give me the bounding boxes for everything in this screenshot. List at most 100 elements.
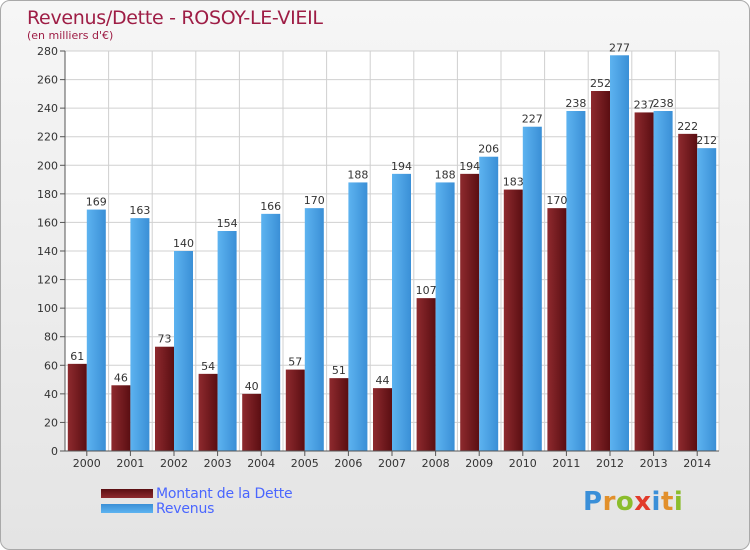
data-label-revenus: 238 bbox=[653, 97, 674, 110]
x-tick-label: 2012 bbox=[596, 457, 624, 470]
data-label-dette: 252 bbox=[590, 77, 611, 90]
data-label-revenus: 188 bbox=[347, 168, 368, 181]
x-tick-label: 2005 bbox=[291, 457, 319, 470]
logo-letter: o bbox=[615, 487, 635, 517]
bar-revenus bbox=[304, 208, 324, 451]
data-label-dette: 57 bbox=[288, 356, 302, 369]
y-tick-label: 100 bbox=[37, 302, 58, 315]
data-label-revenus: 194 bbox=[391, 160, 412, 173]
bar-dette bbox=[329, 378, 349, 451]
data-label-dette: 44 bbox=[376, 374, 390, 387]
bar-revenus bbox=[610, 55, 629, 452]
bar-revenus bbox=[566, 111, 586, 451]
data-label-revenus: 188 bbox=[435, 168, 456, 181]
y-tick-label: 140 bbox=[37, 245, 58, 258]
x-tick-label: 2009 bbox=[465, 457, 493, 470]
y-tick-label: 220 bbox=[37, 131, 58, 144]
bar-revenus bbox=[217, 231, 237, 451]
logo-letter: x bbox=[634, 487, 652, 517]
chart-subtitle: (en milliers d'€) bbox=[27, 29, 114, 42]
data-label-revenus: 154 bbox=[217, 217, 238, 230]
x-tick-label: 2011 bbox=[552, 457, 580, 470]
x-tick-label: 2006 bbox=[334, 457, 362, 470]
data-label-dette: 222 bbox=[677, 120, 698, 133]
bar-dette bbox=[591, 91, 610, 451]
x-tick-label: 2004 bbox=[247, 457, 275, 470]
data-label-dette: 40 bbox=[245, 380, 259, 393]
data-label-revenus: 212 bbox=[696, 134, 717, 147]
bar-dette bbox=[67, 363, 87, 451]
bar-dette bbox=[678, 133, 698, 451]
data-label-dette: 54 bbox=[201, 360, 215, 373]
x-tick-label: 2007 bbox=[378, 457, 406, 470]
bar-dette bbox=[285, 369, 305, 451]
bar-revenus bbox=[522, 126, 542, 451]
logo-letter: i bbox=[651, 487, 661, 517]
data-label-revenus: 238 bbox=[565, 97, 586, 110]
chart-title: Revenus/Dette - ROSOY-LE-VIEIL bbox=[27, 7, 323, 29]
data-label-dette: 46 bbox=[114, 371, 128, 384]
proxiti-logo: Proxiti bbox=[583, 487, 683, 517]
bar-dette bbox=[460, 173, 480, 451]
y-tick-label: 20 bbox=[44, 416, 58, 429]
data-label-revenus: 166 bbox=[260, 200, 281, 213]
data-label-dette: 170 bbox=[546, 194, 567, 207]
logo-letter: i bbox=[673, 487, 684, 517]
data-label-revenus: 206 bbox=[478, 143, 499, 156]
x-tick-label: 2010 bbox=[509, 457, 537, 470]
bar-dette bbox=[198, 373, 218, 451]
legend-label-dette: Montant de la Dette bbox=[156, 486, 293, 502]
bar-dette bbox=[155, 346, 174, 451]
bar-revenus bbox=[697, 148, 717, 451]
bar-revenus bbox=[348, 182, 368, 451]
bar-revenus bbox=[86, 209, 106, 451]
x-tick-label: 2008 bbox=[422, 457, 450, 470]
data-label-dette: 73 bbox=[158, 333, 172, 346]
y-tick-label: 240 bbox=[37, 102, 58, 115]
y-tick-label: 80 bbox=[44, 331, 58, 344]
bar-revenus bbox=[435, 182, 455, 451]
bar-revenus bbox=[392, 173, 411, 451]
bar-revenus bbox=[174, 251, 193, 451]
bar-dette bbox=[242, 393, 262, 451]
data-label-revenus: 170 bbox=[304, 194, 325, 207]
y-tick-label: 200 bbox=[37, 159, 58, 172]
data-label-dette: 194 bbox=[459, 160, 480, 173]
bar-dette bbox=[503, 189, 523, 452]
data-label-dette: 107 bbox=[416, 284, 437, 297]
y-tick-label: 160 bbox=[37, 216, 58, 229]
legend-swatch-revenus bbox=[101, 504, 153, 513]
logo-letter: P bbox=[583, 487, 603, 517]
y-tick-label: 0 bbox=[51, 445, 58, 458]
data-label-revenus: 227 bbox=[522, 113, 543, 126]
bar-dette bbox=[416, 298, 436, 451]
y-tick-label: 120 bbox=[37, 274, 58, 287]
x-tick-label: 2000 bbox=[73, 457, 101, 470]
data-label-revenus: 163 bbox=[129, 204, 150, 217]
bar-revenus bbox=[261, 213, 281, 451]
bar-revenus bbox=[653, 111, 673, 451]
data-label-revenus: 140 bbox=[173, 237, 194, 250]
x-tick-label: 2013 bbox=[640, 457, 668, 470]
legend-label-revenus: Revenus bbox=[156, 501, 215, 517]
data-label-revenus: 169 bbox=[86, 196, 107, 209]
x-tick-label: 2003 bbox=[204, 457, 232, 470]
x-tick-label: 2001 bbox=[116, 457, 144, 470]
data-label-dette: 61 bbox=[70, 350, 84, 363]
y-tick-label: 260 bbox=[37, 74, 58, 87]
logo-letter: t bbox=[660, 487, 674, 517]
data-label-revenus: 277 bbox=[609, 41, 630, 54]
legend-swatch-dette bbox=[101, 489, 153, 498]
data-label-dette: 51 bbox=[332, 364, 346, 377]
bar-dette bbox=[111, 385, 131, 451]
bar-dette bbox=[634, 112, 654, 451]
y-tick-label: 40 bbox=[44, 388, 58, 401]
x-tick-label: 2002 bbox=[160, 457, 188, 470]
bar-revenus bbox=[130, 218, 150, 451]
data-label-dette: 183 bbox=[503, 176, 524, 189]
x-tick-label: 2014 bbox=[683, 457, 711, 470]
y-tick-label: 60 bbox=[44, 359, 58, 372]
bar-dette bbox=[373, 388, 392, 451]
